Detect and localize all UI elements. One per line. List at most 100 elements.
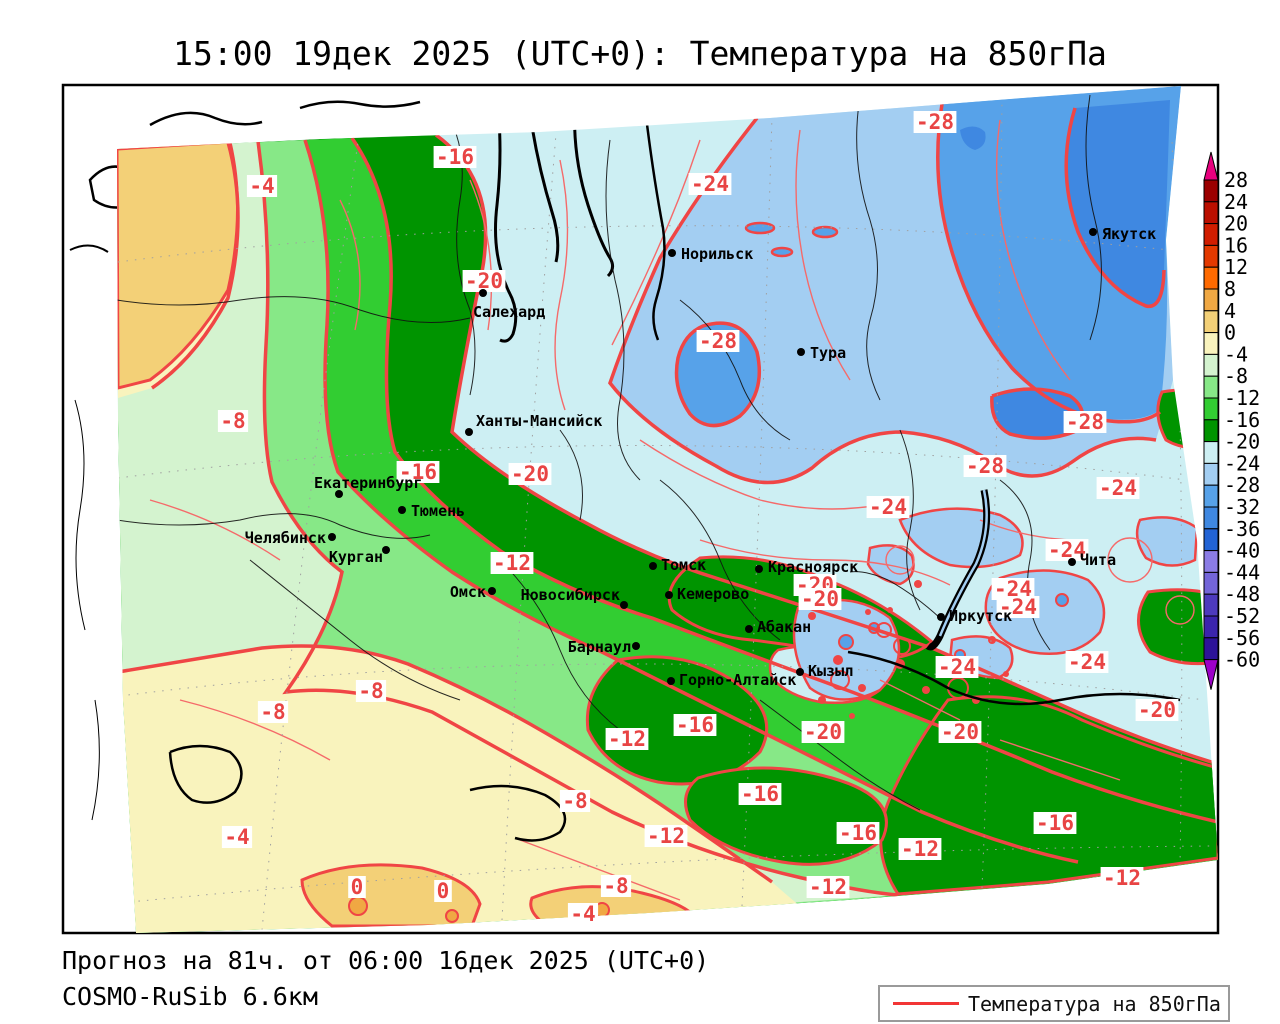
contour-label-box (559, 790, 591, 812)
contour-label-box (688, 173, 732, 195)
contour-label-box (801, 721, 845, 743)
colorbar-tick: -4 (1224, 342, 1248, 366)
colorbar-band (1203, 179, 1219, 203)
contour-speckles (808, 580, 1009, 719)
thin-contours (149, 119, 1195, 901)
contour-label-box (806, 876, 850, 898)
contour-label-box (396, 461, 440, 483)
contour-label-box (1033, 812, 1077, 834)
city-label: Курган (329, 548, 383, 566)
colorbar-band (1203, 441, 1219, 464)
contour-label-box (490, 552, 534, 574)
contour-label: -12 (647, 824, 685, 848)
contour-label: -16 (741, 782, 779, 806)
se-colder-dots (838, 593, 1069, 661)
colorbar-band (1203, 375, 1219, 399)
colorbar-tick: 24 (1224, 190, 1248, 214)
city-dot (755, 565, 763, 573)
city-dot (937, 613, 945, 621)
forecast-info: Прогноз на 81ч. от 06:00 16дек 2025 (UTC… (62, 946, 710, 975)
colorbar-band (1203, 397, 1219, 421)
contour-label-box (898, 838, 942, 860)
contour-label-box (991, 578, 1035, 600)
contour-label: -4 (224, 825, 249, 849)
city-label: Барнаул (568, 638, 631, 656)
colorbar-band (1203, 288, 1219, 312)
contour-label: -8 (260, 700, 285, 724)
contour-label-box (798, 588, 842, 610)
colorbar-tick: 28 (1224, 168, 1248, 192)
colorbar-tick: -12 (1224, 386, 1260, 410)
city-label: Якутск (1102, 225, 1156, 243)
cold-lakes-norilsk (744, 221, 839, 258)
band-plus4-plus8-dots (348, 896, 610, 923)
city-dot (745, 625, 753, 633)
contour-label: -24 (1048, 538, 1086, 562)
colorbar-tick: -24 (1224, 451, 1260, 475)
contour-label: -20 (511, 462, 549, 486)
contour-label: -24 (869, 495, 907, 519)
city-dot (668, 249, 676, 257)
city-label: Екатеринбург (314, 474, 422, 492)
colorbar-band (1203, 462, 1219, 486)
contour-label: 0 (351, 875, 364, 899)
city-dot (1068, 558, 1076, 566)
city-label: Чита (1080, 551, 1116, 569)
contour-label-box (644, 825, 688, 847)
colorbar-arrow-bottom (1203, 659, 1219, 690)
contour-label: -12 (493, 551, 531, 575)
colorbar-tick: -48 (1224, 582, 1260, 606)
colorbar-band (1203, 266, 1219, 290)
city-label: Омск (450, 583, 486, 601)
city-dot (465, 428, 473, 436)
contour-labels: -16 -4 -24 -28 -20 -28 -8 -16 -20 -24 -28 -24 -28 -24… (217, 110, 1179, 926)
city-dot (1089, 228, 1097, 236)
city-dot (620, 601, 628, 609)
colorbar-tick: -40 (1224, 539, 1260, 563)
contour-label: -8 (220, 409, 245, 433)
city-label: Салехард (473, 303, 545, 321)
contour-label-box (696, 330, 740, 352)
contour-label: -28 (916, 110, 954, 134)
city-dot (382, 546, 390, 554)
contour-label: -12 (901, 837, 939, 861)
colorbar-tick: -60 (1224, 648, 1260, 672)
colorbar-tick: -16 (1224, 408, 1260, 432)
city-label: Челябинск (245, 529, 326, 547)
colorbar-band (1203, 550, 1219, 573)
legend-box: Температура на 850гПа (878, 985, 1230, 1022)
model-info: COSMO-RuSib 6.6км (62, 982, 318, 1011)
colorbar-tick: -32 (1224, 495, 1260, 519)
colorbar-band (1203, 593, 1219, 617)
coastline-outside (69, 100, 421, 821)
city-dot (797, 348, 805, 356)
contour-label: -20 (941, 720, 979, 744)
city-dot (796, 668, 804, 676)
map-title: 15:00 19дек 2025 (UTC+0): Температура на… (173, 34, 1107, 73)
contour-label: -20 (465, 269, 503, 293)
colorbar-tick: -28 (1224, 473, 1260, 497)
contour-label: -24 (1068, 650, 1106, 674)
contour-label-box (996, 596, 1040, 618)
colorbar-band (1203, 419, 1219, 443)
contour-label-box (1065, 651, 1109, 673)
contour-label: -8 (562, 789, 587, 813)
city-dot (328, 533, 336, 541)
data-domain (117, 86, 1218, 933)
contour-label-box (913, 111, 957, 133)
contour-label-box (1135, 699, 1179, 721)
contour-label-box (257, 701, 289, 723)
colorbar-band (1203, 353, 1219, 377)
city-label: Тура (810, 344, 846, 362)
band-0-minus4-sw (118, 646, 800, 933)
colorbar-band (1203, 310, 1219, 334)
contour-label-box (462, 270, 506, 292)
legend-line-sample (893, 1002, 959, 1005)
city-label: Томск (661, 556, 706, 574)
city-dot (667, 677, 675, 685)
city-markers: Норильск Якутск Салехард Тура Ханты-Мансийск… (245, 225, 1156, 689)
contour-label-box (600, 875, 632, 897)
lake-baikal-fill (938, 489, 988, 637)
colorbar-band (1203, 615, 1219, 639)
